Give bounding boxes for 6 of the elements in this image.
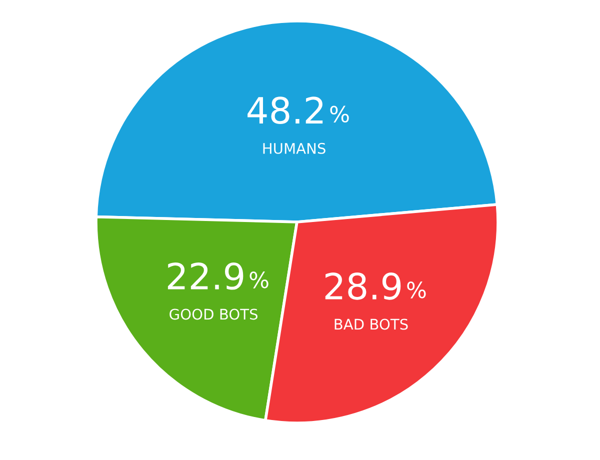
slice-label: BAD BOTS xyxy=(334,318,408,330)
data-label: 48.2% xyxy=(248,96,349,124)
data-label: 22.9% xyxy=(168,262,268,290)
slice-label: HUMANS xyxy=(263,142,326,154)
slice-label: GOOD BOTS xyxy=(170,308,258,320)
data-label: 28.9% xyxy=(325,272,426,300)
